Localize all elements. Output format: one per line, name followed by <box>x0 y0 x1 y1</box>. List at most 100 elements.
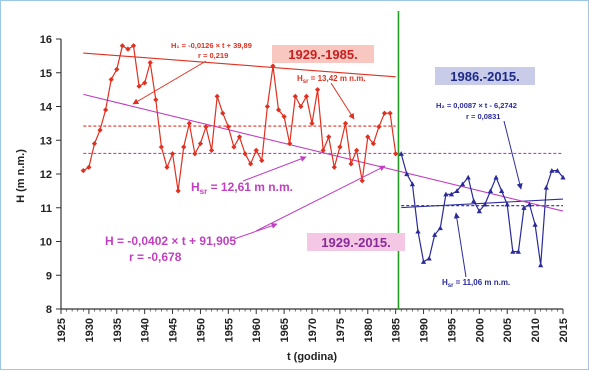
data-point <box>292 93 298 99</box>
mean1-label: Hsr = 13,42 m n.m. <box>297 74 366 85</box>
arrow-eq-all-2 <box>233 222 278 240</box>
x-tick-label: 2005 <box>502 318 514 342</box>
data-point <box>398 151 404 156</box>
data-point <box>448 191 455 197</box>
data-point <box>326 134 332 140</box>
data-point <box>147 60 153 66</box>
series-line <box>400 153 564 266</box>
data-point <box>119 43 125 49</box>
data-point <box>538 262 544 268</box>
data-point <box>97 127 103 133</box>
data-point <box>426 255 432 261</box>
data-point <box>493 174 499 180</box>
x-tick-label: 1940 <box>140 318 152 342</box>
y-tick-label: 13 <box>40 135 52 147</box>
x-tick-label: 1960 <box>251 318 263 342</box>
y-tick-label: 10 <box>40 237 52 249</box>
x-tick-label: 1990 <box>419 318 431 342</box>
x-tick-label: 1955 <box>223 318 235 342</box>
data-point <box>130 43 137 49</box>
data-point <box>281 114 287 120</box>
y-tick-label: 14 <box>40 102 53 114</box>
x-tick-label: 1965 <box>279 318 291 342</box>
x-tick-group: 1925 1930 1935 1940 1945 1950 1955 1960 1965 1970… <box>56 309 570 342</box>
x-tick-label: 1995 <box>446 318 458 342</box>
data-point <box>465 174 471 180</box>
y-tick-label: 11 <box>40 203 52 215</box>
x-tick-label: 1925 <box>56 318 68 342</box>
y-tick-label: 8 <box>46 304 52 316</box>
data-point <box>214 93 220 99</box>
x-tick-label: 1980 <box>363 318 375 342</box>
data-point <box>510 249 516 254</box>
data-point <box>169 151 176 157</box>
data-point <box>136 83 142 89</box>
data-point <box>108 76 114 83</box>
data-point <box>197 141 204 147</box>
period-all-label: 1929.-2015. <box>321 235 390 250</box>
data-point <box>225 124 231 130</box>
arrow-eq1 <box>132 60 207 105</box>
period1-box <box>272 45 374 63</box>
data-point <box>314 87 321 93</box>
data-point <box>253 147 259 153</box>
data-point <box>158 144 164 150</box>
data-point <box>526 201 533 207</box>
arrow-eq2 <box>503 120 523 190</box>
x-tick-label: 2010 <box>530 318 542 342</box>
data-point <box>482 201 488 207</box>
x-tick-label: 1970 <box>307 318 319 342</box>
data-point <box>186 120 192 126</box>
data-point <box>91 141 98 147</box>
data-point <box>365 134 371 140</box>
data-point <box>554 168 561 173</box>
data-point <box>103 107 109 113</box>
period2-label: 1986.-2015. <box>450 69 519 84</box>
data-point <box>393 151 399 157</box>
mean2-label: Hsr = 11,06 m n.m. <box>442 278 510 289</box>
data-point <box>521 205 527 210</box>
data-point <box>487 188 494 193</box>
data-point <box>125 46 131 52</box>
eq2-line2: r = 0,0831 <box>466 112 500 121</box>
data-point <box>543 184 549 190</box>
data-point <box>209 147 215 153</box>
data-point <box>175 188 181 194</box>
data-point <box>404 171 410 177</box>
series-group <box>80 43 566 268</box>
arrow-mean2 <box>453 212 467 278</box>
x-tick-label: 1975 <box>335 318 347 342</box>
period2-box <box>435 67 535 85</box>
data-point <box>203 124 209 130</box>
data-point <box>515 249 521 254</box>
data-point <box>142 80 148 86</box>
data-point <box>236 134 243 140</box>
data-point <box>409 181 415 187</box>
arrow-eq-all-1 <box>255 165 386 232</box>
x-tick-label: 1930 <box>84 318 96 342</box>
eq1-line2: r = 0,219 <box>198 51 228 60</box>
data-point <box>114 66 120 72</box>
data-point <box>80 168 86 174</box>
data-point <box>303 93 310 99</box>
data-point <box>287 141 293 147</box>
y-tick-label: 15 <box>40 68 52 80</box>
data-point <box>231 144 237 150</box>
data-point <box>354 147 360 153</box>
series-line <box>82 44 397 191</box>
data-point <box>499 188 505 193</box>
x-tick-label: 1985 <box>391 318 403 342</box>
period-all-box <box>307 233 405 251</box>
data-point <box>259 157 265 164</box>
arrow-mean1 <box>330 82 355 120</box>
y-tick-label: 16 <box>40 34 52 46</box>
y-tick-label: 12 <box>40 169 52 181</box>
data-point <box>181 144 187 150</box>
data-point <box>504 201 510 207</box>
data-point <box>387 110 393 116</box>
data-point <box>264 103 270 110</box>
x-tick-label: 1950 <box>195 318 207 342</box>
data-point <box>242 151 248 157</box>
